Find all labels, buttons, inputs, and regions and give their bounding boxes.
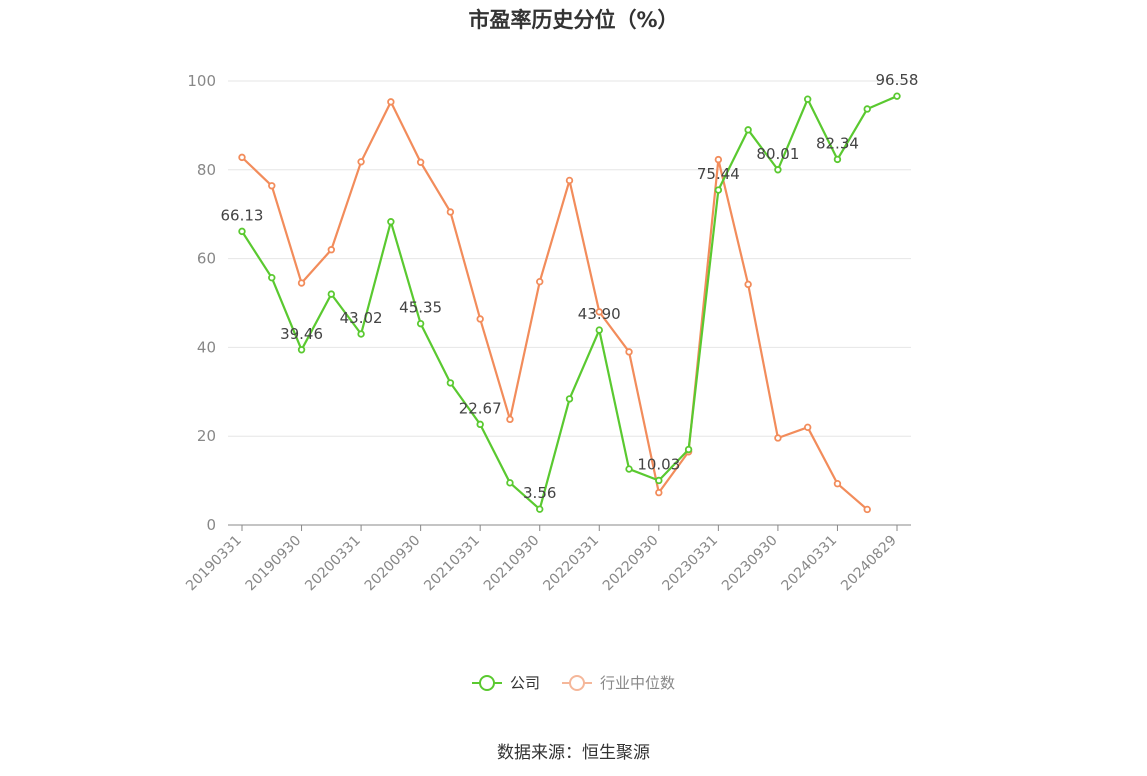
data-label: 66.13 xyxy=(221,206,264,224)
point-industry-median xyxy=(297,279,306,287)
point-company xyxy=(863,105,871,113)
point-company xyxy=(446,379,455,387)
point-industry-median xyxy=(446,208,455,216)
x-tick-label: 20240829 xyxy=(838,533,900,595)
y-tick-label: 40 xyxy=(197,338,216,356)
point-company xyxy=(655,476,663,485)
point-industry-median xyxy=(833,480,842,488)
point-company xyxy=(238,227,246,236)
legend-item-company[interactable]: 公司 xyxy=(471,672,540,693)
point-industry-median xyxy=(655,488,663,497)
legend-swatch-industry-median xyxy=(562,674,592,691)
data-label: 39.46 xyxy=(280,325,323,343)
point-industry-median xyxy=(357,158,365,166)
point-company xyxy=(714,186,723,194)
point-company xyxy=(268,273,276,282)
data-labels: 66.13 39.46 43.02 45.35 22.67 3.56 43.90 10.03 7… xyxy=(221,71,919,502)
legend-swatch-company xyxy=(471,674,502,691)
x-tick-label: 20210331 xyxy=(421,533,483,595)
data-label: 45.35 xyxy=(399,299,442,317)
point-company xyxy=(893,92,901,100)
point-company xyxy=(565,395,574,403)
point-industry-median xyxy=(565,176,574,185)
point-company xyxy=(506,479,514,487)
x-tick-label: 20230331 xyxy=(659,533,721,595)
y-tick-label: 20 xyxy=(197,427,216,445)
data-label: 75.44 xyxy=(697,165,740,183)
series-line-industry-median xyxy=(241,100,868,511)
legend-item-industry-median[interactable]: 行业中位数 xyxy=(562,672,675,693)
y-tick-label: 100 xyxy=(187,72,216,90)
x-tick-label: 20220930 xyxy=(600,533,662,595)
point-industry-median xyxy=(625,348,633,356)
data-label: 10.03 xyxy=(637,455,680,473)
point-company xyxy=(774,166,782,174)
x-tick-label: 20200331 xyxy=(302,533,364,595)
data-label: 96.58 xyxy=(876,71,919,89)
data-label: 82.34 xyxy=(816,134,859,152)
point-industry-median xyxy=(536,277,544,286)
point-industry-median xyxy=(416,158,425,166)
point-industry-median xyxy=(327,246,336,254)
legend-label-company: 公司 xyxy=(509,674,540,692)
point-company xyxy=(416,319,425,328)
data-label: 43.02 xyxy=(340,309,383,327)
point-company xyxy=(684,445,693,454)
point-company xyxy=(387,218,395,226)
data-label: 80.01 xyxy=(756,145,799,163)
point-industry-median xyxy=(803,423,812,432)
point-company xyxy=(744,126,752,134)
y-tick-label: 0 xyxy=(206,516,216,534)
point-industry-median xyxy=(863,505,871,514)
point-company xyxy=(476,420,484,429)
x-tick-label: 20230930 xyxy=(719,533,781,595)
y-tick-label: 80 xyxy=(197,161,216,179)
series-lines xyxy=(238,92,901,514)
chart-title: 市盈率历史分位（%） xyxy=(468,8,679,32)
x-tick-label: 20190930 xyxy=(243,533,305,595)
point-company xyxy=(327,290,336,298)
point-industry-median xyxy=(238,153,246,162)
x-tick-label: 20240331 xyxy=(779,533,841,595)
data-label: 43.90 xyxy=(578,305,621,323)
point-industry-median xyxy=(506,415,514,424)
point-industry-median xyxy=(595,308,603,316)
point-company xyxy=(833,155,842,164)
point-company xyxy=(357,330,365,338)
grid-lines xyxy=(228,80,911,437)
point-industry-median xyxy=(714,155,723,164)
point-company xyxy=(803,95,812,103)
data-label: 22.67 xyxy=(459,399,502,417)
y-tick-label: 60 xyxy=(197,250,216,268)
x-tick-label: 20220331 xyxy=(540,533,602,595)
legend-label-industry-median: 行业中位数 xyxy=(600,674,676,692)
legend: 公司 行业中位数 xyxy=(0,672,1147,693)
point-industry-median xyxy=(744,280,752,289)
point-company xyxy=(536,505,544,513)
point-company xyxy=(595,326,603,334)
point-industry-median xyxy=(268,182,276,190)
x-tick-label: 20190331 xyxy=(183,533,245,595)
point-company xyxy=(625,465,633,473)
point-industry-median xyxy=(387,98,395,106)
point-industry-median xyxy=(476,315,484,323)
x-tick-label: 20210930 xyxy=(481,533,543,595)
point-industry-median xyxy=(774,434,782,442)
data-label: 3.56 xyxy=(523,484,556,502)
x-tick-label: 20200930 xyxy=(362,533,424,595)
point-company xyxy=(297,346,306,354)
source-note: 数据来源：恒生聚源 xyxy=(497,743,650,763)
